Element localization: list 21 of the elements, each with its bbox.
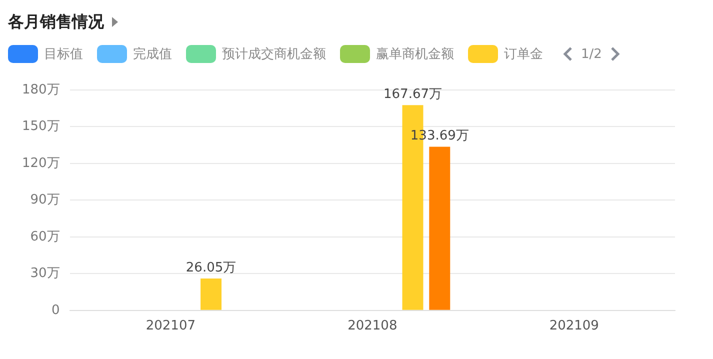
x-tick-label: 202107 xyxy=(146,318,196,334)
bar xyxy=(200,278,222,310)
y-tick-label: 150万 xyxy=(22,119,60,134)
legend-label: 预计成交商机金额 xyxy=(222,46,326,63)
y-tick-label: 120万 xyxy=(22,156,60,171)
data-label: 167.67万 xyxy=(384,86,442,102)
y-tick-label: 60万 xyxy=(30,229,60,244)
x-tick-label: 202109 xyxy=(549,318,599,334)
x-tick-label: 202108 xyxy=(348,318,398,334)
bar xyxy=(429,146,450,310)
text: 1/2 xyxy=(581,46,602,62)
y-tick-label: 30万 xyxy=(30,266,60,282)
chart-title: 各月销售情况 xyxy=(8,12,104,32)
y-tick-label: 90万 xyxy=(30,192,60,208)
legend-label: 订单金 xyxy=(504,46,543,63)
legend-label: 目标值 xyxy=(44,46,83,63)
data-label: 26.05万 xyxy=(186,260,236,276)
legend-label: 完成值 xyxy=(133,46,172,63)
y-tick-label: 180万 xyxy=(22,82,60,98)
y-tick-label: 0 xyxy=(52,302,60,318)
legend-label: 赢单商机金额 xyxy=(376,46,454,63)
